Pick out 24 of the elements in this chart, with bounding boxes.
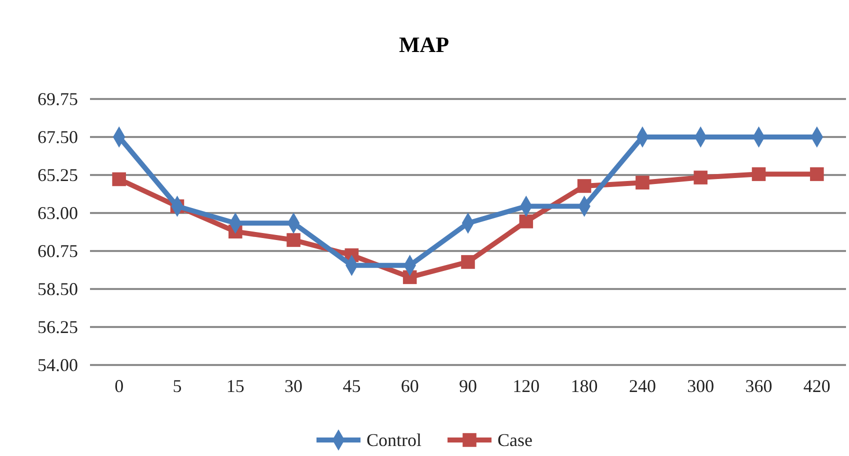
x-tick-label: 420 bbox=[803, 376, 830, 396]
x-tick-label: 60 bbox=[400, 376, 419, 396]
x-tick-label: 120 bbox=[512, 376, 540, 396]
chart-title: MAP bbox=[398, 32, 450, 57]
x-tick-label: 300 bbox=[687, 376, 714, 396]
x-tick-label: 5 bbox=[172, 376, 182, 396]
y-tick-label: 58.50 bbox=[38, 278, 78, 299]
y-tick-label: 69.75 bbox=[38, 88, 78, 109]
y-tick-label: 60.75 bbox=[38, 240, 78, 261]
y-tick-label: 65.25 bbox=[38, 164, 78, 185]
y-tick-label: 54.00 bbox=[38, 354, 78, 375]
x-tick-label: 90 bbox=[459, 376, 477, 396]
legend-label: Control bbox=[366, 430, 422, 450]
y-tick-label: 67.50 bbox=[38, 126, 78, 147]
x-tick-label: 15 bbox=[226, 376, 244, 396]
x-tick-label: 180 bbox=[570, 376, 598, 396]
legend-label: Case bbox=[498, 430, 533, 450]
x-tick-label: 30 bbox=[284, 376, 303, 396]
x-tick-label: 360 bbox=[745, 376, 772, 396]
x-tick-label: 45 bbox=[342, 376, 361, 396]
x-tick-label: 240 bbox=[628, 376, 656, 396]
y-tick-label: 63.00 bbox=[38, 202, 78, 223]
y-tick-label: 56.25 bbox=[38, 316, 78, 337]
x-tick-label: 0 bbox=[114, 376, 124, 396]
